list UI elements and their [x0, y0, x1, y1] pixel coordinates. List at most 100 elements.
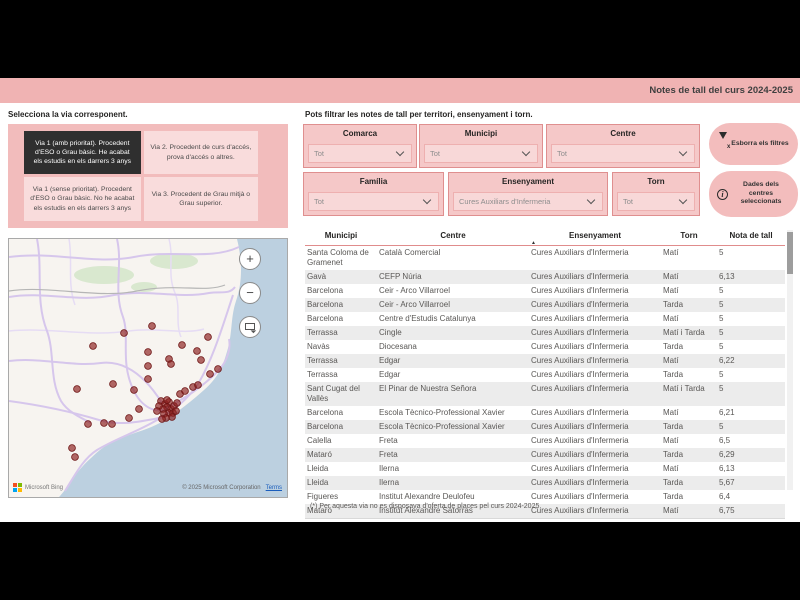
table-cell: Cures Auxiliars d'Infermeria: [531, 342, 629, 351]
table-row[interactable]: Barcelona Ceir - Arco Villarroel Cures Aux…: [305, 284, 785, 298]
slicer-ensenyament: Ensenyament Cures Auxiliars d'Infermeria: [448, 172, 608, 216]
table-cell: Cures Auxiliars d'Infermeria: [531, 272, 629, 281]
table-row[interactable]: Barcelona Escola Tècnico-Professional Xav…: [305, 406, 785, 420]
table-row[interactable]: Terrassa Cingle Cures Auxiliars d'Infermer…: [305, 326, 785, 340]
map-marker[interactable]: [144, 375, 152, 383]
map-fit-button[interactable]: [239, 316, 261, 338]
map-marker[interactable]: [109, 380, 117, 388]
map-marker[interactable]: [197, 356, 205, 364]
table-row[interactable]: Santa Coloma de Gramenet Català Comercial…: [305, 246, 785, 271]
table-cell: Cures Auxiliars d'Infermeria: [531, 384, 629, 393]
table-cell: Tarda: [663, 478, 684, 487]
map-marker[interactable]: [100, 419, 108, 427]
table-row[interactable]: Barcelona Escola Tècnico-Professional Xav…: [305, 420, 785, 434]
map-marker[interactable]: [178, 341, 186, 349]
map-marker[interactable]: [193, 347, 201, 355]
table-row[interactable]: Mataró Institut Alexandre Satorras Cures A…: [305, 504, 785, 519]
map-marker[interactable]: [108, 420, 116, 428]
map-marker[interactable]: [163, 396, 171, 404]
map-marker[interactable]: [125, 414, 133, 422]
table-cell: Matí: [661, 504, 717, 519]
municipi-dropdown[interactable]: Tot: [424, 144, 538, 163]
table-row[interactable]: Gavà CEFP Núria Cures Auxiliars d'Infermer…: [305, 270, 785, 284]
centre-dropdown[interactable]: Tot: [551, 144, 695, 163]
map-marker[interactable]: [172, 407, 180, 415]
map-marker[interactable]: [120, 329, 128, 337]
column-header-torn[interactable]: Torn: [661, 228, 717, 246]
map-marker[interactable]: [158, 415, 166, 423]
column-header-municipi[interactable]: Municipi: [305, 228, 377, 246]
table-row[interactable]: Terrassa Edgar Cures Auxiliars d'Infermeri…: [305, 354, 785, 368]
table-cell: Freta: [379, 436, 398, 445]
table-cell: Ceir - Arco Villarroel: [379, 300, 450, 309]
map-marker[interactable]: [194, 381, 202, 389]
table-cell: Cures Auxiliars d'Infermeria: [531, 408, 629, 417]
map-panel[interactable]: + − Microsoft Bing © 2025 Microsoft Corp…: [8, 238, 288, 498]
table-cell: Cures Auxiliars d'Infermeria: [531, 328, 629, 337]
table-cell: Matí: [663, 272, 679, 281]
column-header-centre[interactable]: Centre: [377, 228, 529, 246]
map-marker[interactable]: [214, 365, 222, 373]
map-marker[interactable]: [130, 386, 138, 394]
via-option-4[interactable]: Via 3. Procedent de Grau mitjà o Grau su…: [143, 177, 258, 221]
table-row[interactable]: Terrassa Edgar Cures Auxiliars d'Infermeri…: [305, 368, 785, 382]
map-marker[interactable]: [206, 370, 214, 378]
slicer-label: Centre: [610, 129, 636, 138]
map-marker[interactable]: [84, 420, 92, 428]
dropdown-value: Tot: [557, 149, 568, 158]
table-row[interactable]: Sant Cugat del Vallès El Pinar de Nuestra…: [305, 382, 785, 406]
map-zoom-out-button[interactable]: −: [239, 282, 261, 304]
via-option-1-selected[interactable]: Via 1 (amb prioritat). Procedent d'ESO o…: [24, 131, 141, 174]
table-cell: Tarda: [663, 450, 684, 459]
table-cell: Cures Auxiliars d'Infermeria: [531, 450, 629, 459]
via-option-3[interactable]: Via 1 (sense prioritat). Procedent d'ESO…: [24, 177, 141, 221]
selected-centres-data-button[interactable]: i Dades dels centres seleccionats: [709, 171, 798, 217]
table-scrollbar[interactable]: [787, 230, 793, 490]
slicer-centre: Centre Tot: [546, 124, 700, 168]
map-marker[interactable]: [73, 385, 81, 393]
table-cell: Calella: [307, 436, 332, 445]
microsoft-logo-icon: [13, 483, 22, 492]
ensenyament-dropdown[interactable]: Cures Auxiliars d'Infermeria: [453, 192, 603, 211]
table-cell: Matí i Tarda: [663, 328, 705, 337]
map-marker[interactable]: [89, 342, 97, 350]
table-row[interactable]: Figueres Institut Alexandre Deulofeu Cures…: [305, 490, 785, 504]
map-attribution: © 2025 Microsoft Corporation Terms: [182, 485, 282, 491]
column-header-nota[interactable]: Nota de tall: [717, 228, 785, 246]
table-row[interactable]: Lleida Ilerna Cures Auxiliars d'Infermeria…: [305, 476, 785, 490]
scrollbar-thumb[interactable]: [787, 232, 793, 274]
table-cell: Ilerna: [379, 464, 400, 473]
table-cell: Tarda: [663, 342, 684, 351]
map-zoom-in-button[interactable]: +: [239, 248, 261, 270]
map-marker[interactable]: [173, 399, 181, 407]
torn-dropdown[interactable]: Tot: [617, 192, 695, 211]
catalonia-map[interactable]: [9, 239, 287, 497]
via-option-2[interactable]: Via 2. Procedent de curs d'accés, prova …: [143, 131, 258, 174]
table-row[interactable]: Navàs Diocesana Cures Auxiliars d'Infermer…: [305, 340, 785, 354]
table-cell: Cures Auxiliars d'Infermeria: [531, 370, 629, 379]
map-marker[interactable]: [135, 405, 143, 413]
map-marker[interactable]: [71, 453, 79, 461]
terms-link[interactable]: Terms: [265, 485, 282, 491]
column-header-ensenyament[interactable]: Ensenyament ▲: [529, 228, 661, 246]
chevron-down-icon: [422, 195, 432, 205]
map-marker[interactable]: [153, 407, 161, 415]
familia-dropdown[interactable]: Tot: [308, 192, 439, 211]
table-row[interactable]: Barcelona Ceir - Arco Villarroel Cures Aux…: [305, 298, 785, 312]
table-row[interactable]: Calella Freta Cures Auxiliars d'Infermeria…: [305, 434, 785, 448]
table-row[interactable]: Mataró Freta Cures Auxiliars d'Infermeria T…: [305, 448, 785, 462]
table-row[interactable]: Lleida Ilerna Cures Auxiliars d'Infermeria…: [305, 462, 785, 476]
map-marker[interactable]: [68, 444, 76, 452]
table-cell: Cures Auxiliars d'Infermeria: [531, 314, 629, 323]
table-row[interactable]: Barcelona Centre d'Estudis Catalunya Cures…: [305, 312, 785, 326]
map-marker[interactable]: [204, 333, 212, 341]
clear-filters-button[interactable]: x Esborra els filtres: [709, 123, 798, 165]
fit-to-screen-icon: [245, 323, 255, 330]
table-cell: 6,21: [719, 408, 735, 417]
comarca-dropdown[interactable]: Tot: [308, 144, 412, 163]
map-marker[interactable]: [148, 322, 156, 330]
map-marker[interactable]: [144, 362, 152, 370]
map-marker[interactable]: [144, 348, 152, 356]
map-marker[interactable]: [181, 387, 189, 395]
map-marker[interactable]: [167, 360, 175, 368]
